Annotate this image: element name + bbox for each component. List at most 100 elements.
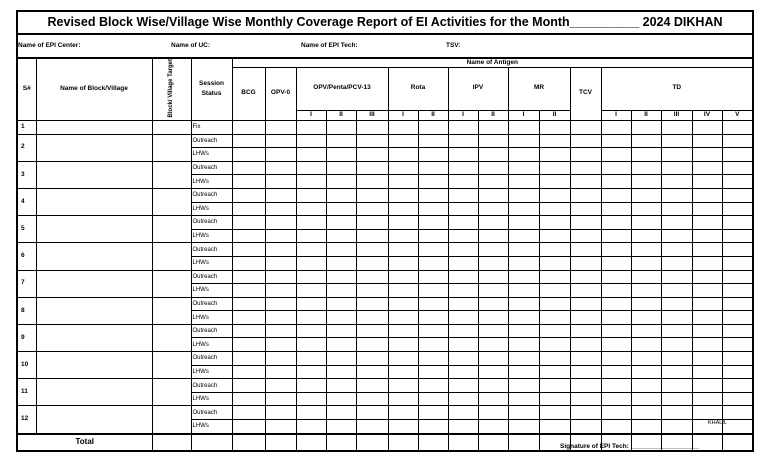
antigen-cell[interactable] <box>691 296 723 312</box>
antigen-cell[interactable] <box>387 283 419 298</box>
antigen-cell[interactable] <box>447 242 479 257</box>
antigen-cell[interactable] <box>691 133 723 149</box>
antigen-cell[interactable] <box>507 283 540 298</box>
antigen-cell[interactable] <box>231 337 266 353</box>
antigen-cell[interactable] <box>660 296 693 312</box>
antigen-cell[interactable] <box>507 242 540 257</box>
antigen-cell[interactable] <box>325 405 357 421</box>
antigen-cell[interactable] <box>295 419 327 435</box>
antigen-cell[interactable] <box>538 378 571 393</box>
total-antigen-cell[interactable] <box>417 432 449 452</box>
antigen-cell[interactable] <box>325 242 357 257</box>
antigen-cell[interactable] <box>417 310 449 325</box>
antigen-cell[interactable] <box>355 391 389 407</box>
antigen-cell[interactable] <box>630 351 662 366</box>
antigen-cell[interactable] <box>538 228 571 244</box>
antigen-cell[interactable] <box>447 255 479 271</box>
antigen-cell[interactable] <box>660 405 693 421</box>
antigen-cell[interactable] <box>477 255 509 271</box>
antigen-cell[interactable] <box>630 228 662 244</box>
total-target-cell[interactable] <box>151 432 192 452</box>
antigen-cell[interactable] <box>447 378 479 393</box>
antigen-cell[interactable] <box>231 351 266 366</box>
antigen-cell[interactable] <box>538 419 571 435</box>
antigen-cell[interactable] <box>447 337 479 353</box>
antigen-cell[interactable] <box>507 269 540 285</box>
antigen-cell[interactable] <box>325 174 357 189</box>
block-village-cell[interactable] <box>35 405 153 435</box>
total-antigen-cell[interactable] <box>295 432 327 452</box>
antigen-cell[interactable] <box>569 160 602 176</box>
antigen-cell[interactable] <box>355 160 389 176</box>
antigen-cell[interactable] <box>477 283 509 298</box>
antigen-cell[interactable] <box>630 378 662 393</box>
antigen-cell[interactable] <box>447 119 479 135</box>
antigen-cell[interactable] <box>417 133 449 149</box>
antigen-cell[interactable] <box>477 405 509 421</box>
antigen-cell[interactable] <box>264 133 297 149</box>
antigen-cell[interactable] <box>447 269 479 285</box>
antigen-cell[interactable] <box>387 147 419 162</box>
antigen-cell[interactable] <box>691 187 723 203</box>
antigen-cell[interactable] <box>600 119 632 135</box>
antigen-cell[interactable] <box>569 283 602 298</box>
antigen-cell[interactable] <box>325 323 357 339</box>
antigen-cell[interactable] <box>477 323 509 339</box>
antigen-cell[interactable] <box>507 378 540 393</box>
antigen-cell[interactable] <box>630 296 662 312</box>
block-village-cell[interactable] <box>35 351 153 380</box>
antigen-cell[interactable] <box>417 119 449 135</box>
antigen-cell[interactable] <box>355 215 389 230</box>
antigen-cell[interactable] <box>387 391 419 407</box>
antigen-cell[interactable] <box>477 242 509 257</box>
antigen-cell[interactable] <box>569 323 602 339</box>
antigen-cell[interactable] <box>538 310 571 325</box>
antigen-cell[interactable] <box>325 160 357 176</box>
antigen-cell[interactable] <box>600 228 632 244</box>
antigen-cell[interactable] <box>264 147 297 162</box>
antigen-cell[interactable] <box>660 337 693 353</box>
antigen-cell[interactable] <box>447 160 479 176</box>
antigen-cell[interactable] <box>630 215 662 230</box>
antigen-cell[interactable] <box>264 119 297 135</box>
total-antigen-cell[interactable] <box>721 432 754 452</box>
target-cell[interactable] <box>151 351 192 380</box>
antigen-cell[interactable] <box>721 201 754 217</box>
antigen-cell[interactable] <box>417 283 449 298</box>
antigen-cell[interactable] <box>507 228 540 244</box>
antigen-cell[interactable] <box>264 187 297 203</box>
antigen-cell[interactable] <box>600 215 632 230</box>
antigen-cell[interactable] <box>387 269 419 285</box>
antigen-cell[interactable] <box>569 405 602 421</box>
antigen-cell[interactable] <box>691 201 723 217</box>
antigen-cell[interactable] <box>325 419 357 435</box>
antigen-cell[interactable] <box>325 283 357 298</box>
antigen-cell[interactable] <box>264 269 297 285</box>
antigen-cell[interactable] <box>264 255 297 271</box>
antigen-cell[interactable] <box>538 296 571 312</box>
antigen-cell[interactable] <box>264 351 297 366</box>
antigen-cell[interactable] <box>417 269 449 285</box>
antigen-cell[interactable] <box>417 160 449 176</box>
antigen-cell[interactable] <box>630 419 662 435</box>
total-antigen-cell[interactable] <box>477 432 509 452</box>
antigen-cell[interactable] <box>295 378 327 393</box>
antigen-cell[interactable] <box>538 201 571 217</box>
antigen-cell[interactable] <box>231 391 266 407</box>
antigen-cell[interactable] <box>231 187 266 203</box>
target-cell[interactable] <box>151 187 192 217</box>
antigen-cell[interactable] <box>477 269 509 285</box>
antigen-cell[interactable] <box>447 283 479 298</box>
antigen-cell[interactable] <box>630 160 662 176</box>
antigen-cell[interactable] <box>660 147 693 162</box>
block-village-cell[interactable] <box>35 187 153 217</box>
antigen-cell[interactable] <box>660 201 693 217</box>
antigen-cell[interactable] <box>507 405 540 421</box>
antigen-cell[interactable] <box>387 228 419 244</box>
antigen-cell[interactable] <box>231 310 266 325</box>
antigen-cell[interactable] <box>538 323 571 339</box>
antigen-cell[interactable] <box>600 296 632 312</box>
antigen-cell[interactable] <box>660 242 693 257</box>
antigen-cell[interactable] <box>507 337 540 353</box>
antigen-cell[interactable] <box>600 351 632 366</box>
